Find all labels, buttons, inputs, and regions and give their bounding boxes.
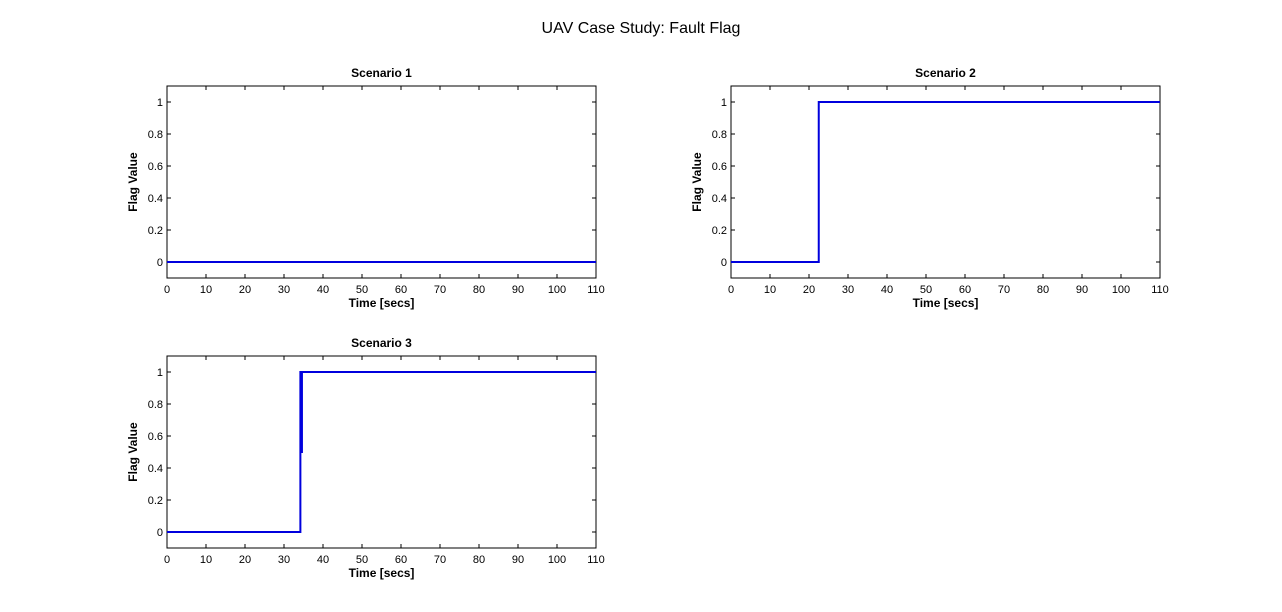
y-tick-label: 0.8: [148, 399, 163, 411]
x-tick-label: 90: [1076, 284, 1088, 296]
subplot-1: 0 10 20 30 40 50 60 70 80 90 100 110 0 0.2 0.4 0.6 0.8 1 S…: [126, 66, 605, 310]
y-tick-label: 0.8: [148, 129, 163, 141]
x-tick-label: 100: [548, 554, 566, 566]
y-tick-label: 0.4: [148, 193, 163, 205]
x-tick-label: 80: [473, 284, 485, 296]
x-tick-label: 0: [164, 554, 170, 566]
x-axis-label: Time [secs]: [349, 566, 415, 580]
x-tick-label: 10: [200, 284, 212, 296]
y-tick-label: 0.4: [712, 193, 727, 205]
x-tick-label: 10: [764, 284, 776, 296]
x-axis-label: Time [secs]: [913, 296, 979, 310]
x-tick-label: 50: [920, 284, 932, 296]
x-tick-label: 80: [1037, 284, 1049, 296]
y-tick-label: 0.8: [712, 129, 727, 141]
x-tick-label: 40: [317, 554, 329, 566]
subplot-title: Scenario 3: [351, 336, 412, 350]
y-tick-label: 0.4: [148, 463, 163, 475]
x-tick-label: 100: [548, 284, 566, 296]
x-tick-label: 0: [728, 284, 734, 296]
subplot-3: 0 10 20 30 40 50 60 70 80 90 100 110 0 0.2 0.4 0.6 0.8 1 S…: [126, 336, 605, 580]
y-tick-label: 0: [157, 527, 163, 539]
y-tick-label: 1: [157, 367, 163, 379]
x-tick-label: 70: [434, 554, 446, 566]
x-tick-label: 60: [395, 554, 407, 566]
x-tick-label: 20: [239, 554, 251, 566]
x-tick-label: 0: [164, 284, 170, 296]
y-axis-label: Flag Value: [690, 152, 704, 212]
figure-title: UAV Case Study: Fault Flag: [541, 20, 741, 37]
subplot-2: 0 10 20 30 40 50 60 70 80 90 100 110 0 0.2 0.4 0.6 0.8 1 S…: [690, 66, 1169, 310]
y-tick-label: 0.6: [712, 161, 727, 173]
subplot-title: Scenario 1: [351, 66, 412, 80]
y-tick-label: 0.6: [148, 431, 163, 443]
x-tick-label: 90: [512, 554, 524, 566]
axes-box: [166, 85, 597, 279]
y-tick-label: 0: [721, 257, 727, 269]
x-tick-label: 20: [803, 284, 815, 296]
y-tick-label: 1: [721, 97, 727, 109]
y-tick-label: 0.2: [148, 495, 163, 507]
x-tick-label: 50: [356, 284, 368, 296]
axes-box: [730, 85, 1161, 279]
x-tick-label: 40: [881, 284, 893, 296]
subplot-title: Scenario 2: [915, 66, 976, 80]
y-tick-label: 0.2: [712, 225, 727, 237]
x-tick-label: 20: [239, 284, 251, 296]
x-tick-label: 30: [842, 284, 854, 296]
x-tick-label: 30: [278, 284, 290, 296]
x-tick-label: 60: [959, 284, 971, 296]
x-tick-label: 50: [356, 554, 368, 566]
x-tick-label: 100: [1112, 284, 1130, 296]
x-tick-label: 110: [587, 554, 605, 566]
y-axis-label: Flag Value: [126, 422, 140, 482]
axes-box: [166, 355, 597, 549]
x-tick-label: 30: [278, 554, 290, 566]
x-axis-label: Time [secs]: [349, 296, 415, 310]
series-line-1: [167, 371, 596, 533]
x-tick-label: 60: [395, 284, 407, 296]
y-tick-label: 0.2: [148, 225, 163, 237]
x-tick-label: 110: [1151, 284, 1169, 296]
y-axis-label: Flag Value: [126, 152, 140, 212]
x-tick-label: 110: [587, 284, 605, 296]
y-tick-label: 1: [157, 97, 163, 109]
x-tick-label: 40: [317, 284, 329, 296]
x-tick-label: 90: [512, 284, 524, 296]
x-tick-label: 70: [998, 284, 1010, 296]
y-tick-label: 0.6: [148, 161, 163, 173]
x-tick-label: 80: [473, 554, 485, 566]
x-tick-label: 10: [200, 554, 212, 566]
series-line-1: [731, 101, 1160, 263]
y-tick-label: 0: [157, 257, 163, 269]
x-tick-label: 70: [434, 284, 446, 296]
